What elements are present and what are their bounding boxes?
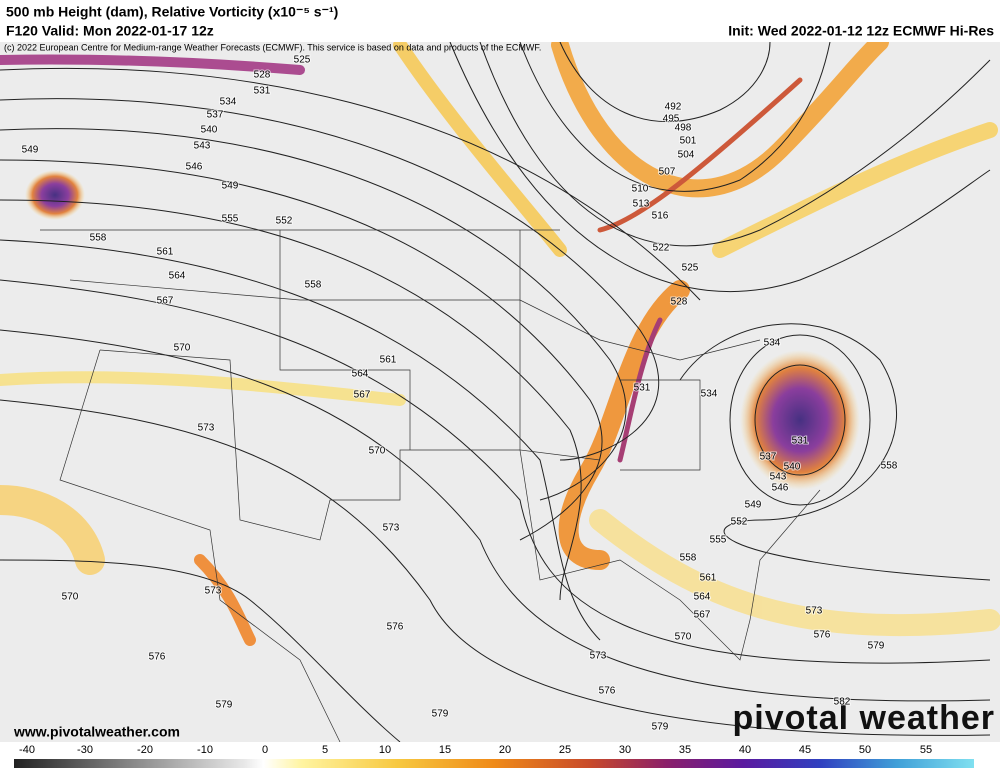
contour-label: 552 [731, 517, 748, 528]
contour-label: 558 [680, 553, 697, 564]
contour-label: 507 [659, 167, 676, 178]
valid-time: F120 Valid: Mon 2022-01-17 12z [6, 23, 214, 39]
contour-label: 561 [700, 573, 717, 584]
contour-label: 579 [868, 641, 885, 652]
colorbar-tick-label: 10 [379, 744, 391, 756]
contour-label: 573 [198, 423, 215, 434]
contour-label: 504 [678, 150, 695, 161]
state-borders [40, 229, 821, 743]
contour-label: 564 [352, 369, 369, 380]
contour-label: 555 [222, 214, 239, 225]
contour-label: 570 [174, 343, 191, 354]
contour-label: 573 [806, 606, 823, 617]
contour-label: 576 [149, 652, 166, 663]
contour-label: 582 [834, 697, 851, 708]
logo: pivotal weather [732, 699, 995, 737]
contour-label: 534 [764, 338, 781, 349]
colorbar-tick-label: 35 [679, 744, 691, 756]
colorbar-ticks: -40 -30 -20 -10 0 5 10 15 20 25 30 35 40 45 50 55 [19, 744, 932, 756]
contour-label: 531 [634, 383, 651, 394]
contour-label: 570 [675, 632, 692, 643]
colorbar-tick-label: -30 [77, 744, 93, 756]
contour-label: 579 [652, 722, 669, 733]
contour-label: 561 [157, 247, 174, 258]
contour-label: 567 [694, 610, 711, 621]
contour-label: 558 [90, 233, 107, 244]
contour-label: 579 [216, 700, 233, 711]
contour-label: 546 [186, 162, 203, 173]
contour-label: 549 [745, 500, 762, 511]
contour-label: 510 [632, 184, 649, 195]
contour-label: 498 [675, 123, 692, 134]
colorbar-tick-label: 45 [799, 744, 811, 756]
colorbar-tick-label: 0 [262, 744, 268, 756]
colorbar [14, 759, 974, 768]
colorbar-tick-label: 40 [739, 744, 751, 756]
contour-label: 573 [383, 523, 400, 534]
contour-label: 501 [680, 136, 697, 147]
header-background [0, 0, 1000, 42]
contour-label: 528 [671, 297, 688, 308]
contour-label: 492 [665, 102, 682, 113]
contour-label: 564 [694, 592, 711, 603]
contour-label: 540 [201, 125, 218, 136]
map-title: 500 mb Height (dam), Relative Vorticity … [6, 4, 338, 20]
contour-label: 531 [254, 86, 271, 97]
init-time: Init: Wed 2022-01-12 12z ECMWF Hi-Res [728, 23, 994, 39]
contour-label: 558 [881, 461, 898, 472]
contour-label: 549 [222, 181, 239, 192]
colorbar-tick-label: -20 [137, 744, 153, 756]
contour-label: 531 [792, 436, 809, 447]
contour-label: 576 [387, 622, 404, 633]
contour-label: 570 [369, 446, 386, 457]
contour-label: 534 [701, 389, 718, 400]
colorbar-tick-label: 25 [559, 744, 571, 756]
contour-label: 555 [710, 535, 727, 546]
colorbar-tick-label: 20 [499, 744, 511, 756]
contour-label: 537 [207, 110, 224, 121]
contour-label: 579 [432, 709, 449, 720]
contour-label: 576 [599, 686, 616, 697]
contour-label: 573 [205, 586, 222, 597]
contour-label: 522 [653, 243, 670, 254]
colorbar-tick-label: 15 [439, 744, 451, 756]
copyright: (c) 2022 European Centre for Medium-rang… [4, 42, 541, 52]
website: www.pivotalweather.com [13, 724, 180, 740]
contour-label: 525 [682, 263, 699, 274]
contour-label: 543 [770, 472, 787, 483]
colorbar-tick-label: 5 [322, 744, 328, 756]
colorbar-tick-label: 30 [619, 744, 631, 756]
contour-label: 513 [633, 199, 650, 210]
contour-label: 552 [276, 216, 293, 227]
contour-label: 546 [772, 483, 789, 494]
colorbar-tick-label: 50 [859, 744, 871, 756]
colorbar-tick-label: -10 [197, 744, 213, 756]
contour-label: 570 [62, 592, 79, 603]
contour-label: 495 [663, 114, 680, 125]
contour-label: 534 [220, 97, 237, 108]
contour-label: 516 [652, 211, 669, 222]
contour-label: 576 [814, 630, 831, 641]
vorticity-field [0, 33, 1000, 646]
colorbar-tick-label: 55 [920, 744, 932, 756]
contour-label: 561 [380, 355, 397, 366]
contour-label: 567 [157, 296, 174, 307]
contour-label: 573 [590, 651, 607, 662]
contour-label: 549 [22, 145, 39, 156]
contour-label: 543 [194, 141, 211, 152]
contour-label: 567 [354, 390, 371, 401]
contour-label: 525 [294, 55, 311, 66]
contour-label: 528 [254, 70, 271, 81]
contour-label: 537 [760, 452, 777, 463]
contour-label: 564 [169, 271, 186, 282]
colorbar-tick-label: -40 [19, 744, 35, 756]
contour-label: 540 [784, 462, 801, 473]
contour-label: 558 [305, 280, 322, 291]
height-contours [0, 41, 991, 743]
